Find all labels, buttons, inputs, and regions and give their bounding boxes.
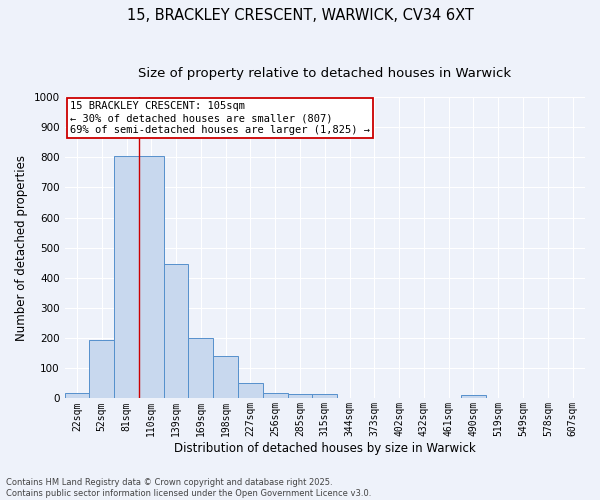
- Bar: [313, 394, 337, 398]
- Bar: [65, 393, 89, 398]
- Text: Contains HM Land Registry data © Crown copyright and database right 2025.
Contai: Contains HM Land Registry data © Crown c…: [6, 478, 371, 498]
- Text: 15 BRACKLEY CRESCENT: 105sqm
← 30% of detached houses are smaller (807)
69% of s: 15 BRACKLEY CRESCENT: 105sqm ← 30% of de…: [70, 102, 370, 134]
- Bar: [461, 396, 486, 398]
- Bar: [287, 394, 313, 398]
- Bar: [238, 384, 263, 398]
- X-axis label: Distribution of detached houses by size in Warwick: Distribution of detached houses by size …: [174, 442, 476, 455]
- Bar: [164, 264, 188, 398]
- Bar: [188, 338, 213, 398]
- Bar: [263, 393, 287, 398]
- Bar: [89, 340, 114, 398]
- Bar: [114, 156, 139, 398]
- Text: 15, BRACKLEY CRESCENT, WARWICK, CV34 6XT: 15, BRACKLEY CRESCENT, WARWICK, CV34 6XT: [127, 8, 473, 22]
- Bar: [139, 156, 164, 398]
- Title: Size of property relative to detached houses in Warwick: Size of property relative to detached ho…: [138, 68, 511, 80]
- Bar: [213, 356, 238, 399]
- Y-axis label: Number of detached properties: Number of detached properties: [15, 154, 28, 340]
